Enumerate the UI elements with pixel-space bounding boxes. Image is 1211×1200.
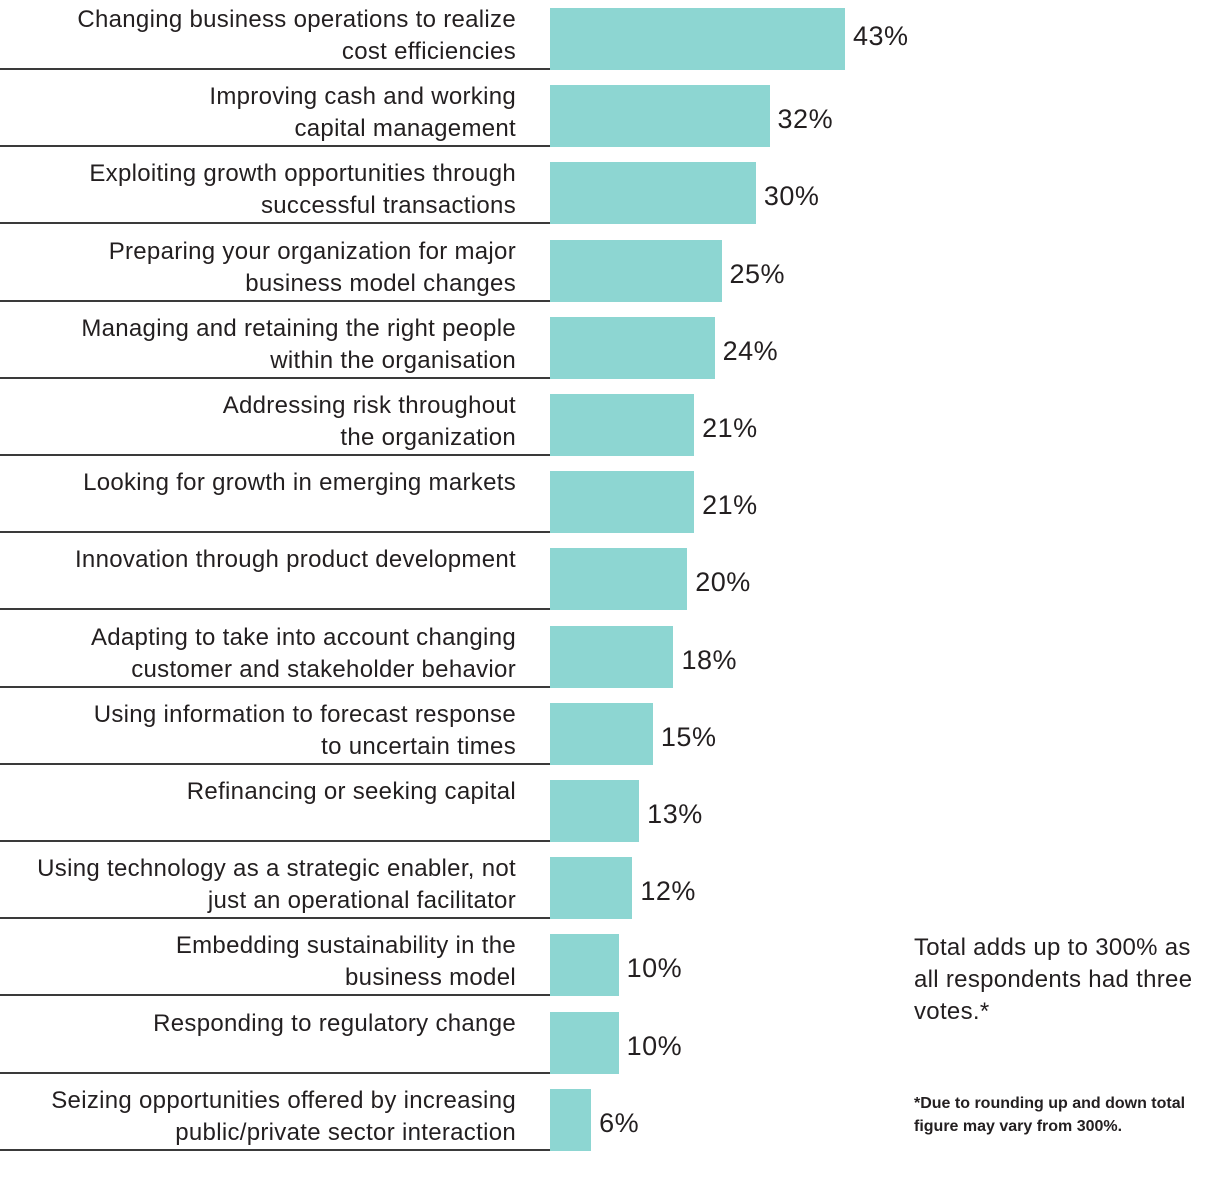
value-label: 24% — [722, 335, 779, 366]
bar-row: Changing business operations to realize … — [0, 6, 1000, 85]
bar — [550, 548, 688, 611]
value-label: 21% — [702, 413, 758, 443]
bar — [550, 857, 633, 920]
row-divider — [0, 68, 550, 70]
value-label: 12% — [640, 876, 696, 907]
category-label: Exploiting growth opportunities through … — [89, 160, 516, 220]
value-label: 6% — [599, 1107, 640, 1138]
bar — [550, 1088, 592, 1151]
bar-row: Using information to forecast response t… — [0, 701, 1000, 780]
bar-row: Responding to regulatory change 10% — [0, 1010, 1000, 1089]
bar — [550, 162, 756, 225]
bar — [550, 239, 722, 302]
bar — [550, 394, 695, 456]
bar — [550, 702, 653, 765]
bar-row: Looking for growth in emerging markets 21… — [0, 469, 1000, 548]
category-label: Managing and retaining the right people … — [81, 314, 516, 374]
value-label: 10% — [626, 953, 683, 984]
category-label: Seizing opportunities offered by increas… — [51, 1086, 516, 1146]
row-divider — [0, 917, 550, 920]
value-label: 25% — [729, 258, 786, 289]
category-label: Using information to forecast response t… — [93, 700, 516, 760]
total-note: Total adds up to 300% as all respondents… — [914, 934, 1193, 1025]
value-label: 30% — [763, 181, 820, 212]
value-label: 15% — [660, 721, 717, 752]
value-label: 43% — [853, 21, 909, 51]
row-divider — [0, 376, 550, 379]
category-label: Embedding sustainability in the business… — [175, 932, 516, 992]
bar — [550, 85, 770, 148]
category-label: Changing business operations to realize … — [77, 6, 516, 65]
bar — [550, 1011, 619, 1074]
category-label: Innovation through product development — [74, 546, 516, 574]
row-divider — [0, 299, 550, 302]
value-label: 32% — [777, 104, 834, 135]
bar-row: Adapting to take into account changing c… — [0, 624, 1000, 703]
row-divider — [0, 222, 550, 225]
value-label: 10% — [626, 1030, 683, 1061]
bar — [550, 780, 640, 842]
bar — [550, 934, 619, 997]
rounding-footnote: *Due to rounding up and down total figur… — [914, 1095, 1186, 1135]
bar-row: Exploiting growth opportunities through … — [0, 160, 1000, 239]
row-divider — [0, 1148, 550, 1151]
bar-row: Managing and retaining the right people … — [0, 315, 1000, 394]
category-label: Refinancing or seeking capital — [186, 778, 516, 805]
bar-row: Embedding sustainability in the business… — [0, 932, 1000, 1011]
value-label: 13% — [647, 799, 703, 829]
value-label: 20% — [695, 567, 751, 598]
bar — [550, 471, 695, 534]
value-label: 18% — [681, 644, 738, 675]
category-label: Looking for growth in emerging markets — [83, 469, 516, 497]
row-divider — [0, 994, 550, 997]
bar-row: Innovation through product development 20… — [0, 546, 1000, 625]
bar-row: Addressing risk throughout the organizat… — [0, 392, 1000, 471]
row-divider — [0, 531, 550, 534]
bar-row: Refinancing or seeking capital 13% — [0, 778, 1000, 857]
category-label: Responding to regulatory change — [153, 1009, 516, 1037]
category-label: Preparing your organization for major bu… — [108, 237, 516, 297]
row-divider — [0, 608, 550, 611]
bar-row: Improving cash and working capital manag… — [0, 83, 1000, 162]
bar — [550, 625, 674, 688]
category-label: Using technology as a strategic enabler,… — [37, 855, 516, 915]
row-divider — [0, 1071, 550, 1074]
row-divider — [0, 145, 550, 148]
category-label: Improving cash and working capital manag… — [209, 83, 516, 143]
bar-row: Seizing opportunities offered by increas… — [0, 1087, 1000, 1166]
bar-row: Using technology as a strategic enabler,… — [0, 855, 1000, 934]
category-label: Addressing risk throughout the organizat… — [222, 392, 516, 451]
bar — [550, 8, 845, 70]
bar-row: Preparing your organization for major bu… — [0, 238, 1000, 317]
row-divider — [0, 840, 550, 842]
row-divider — [0, 685, 550, 688]
row-divider — [0, 454, 550, 456]
bar — [550, 316, 715, 379]
value-label: 21% — [702, 490, 758, 521]
row-divider — [0, 762, 550, 765]
category-label: Adapting to take into account changing c… — [90, 623, 516, 683]
